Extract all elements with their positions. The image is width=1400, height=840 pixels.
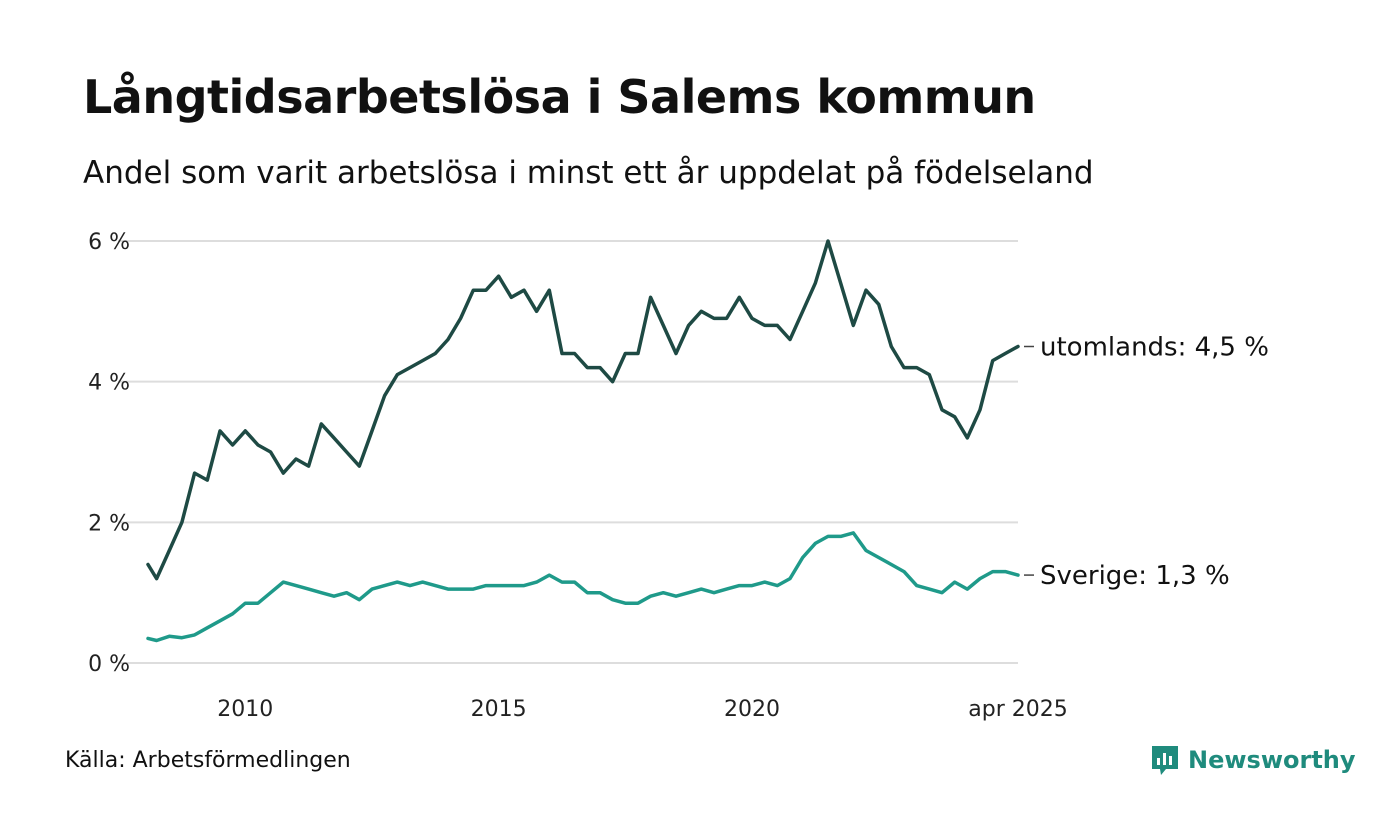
y-tick-label: 6 % <box>88 230 130 255</box>
end-label-utomlands: utomlands: 4,5 % <box>1040 333 1269 363</box>
x-tick-label: 2015 <box>471 697 527 722</box>
x-tick-label: 2020 <box>724 697 780 722</box>
chart-title: Långtidsarbetslösa i Salems kommun <box>83 70 1036 124</box>
y-tick-label: 0 % <box>88 652 130 677</box>
end-label-sverige: Sverige: 1,3 % <box>1040 561 1230 591</box>
source-note: Källa: Arbetsförmedlingen <box>65 748 351 773</box>
series-line-utomlands <box>146 239 1020 581</box>
newsworthy-logo-icon <box>1152 746 1178 775</box>
y-tick-label: 4 % <box>88 371 130 396</box>
series-line-sverige <box>146 531 1020 643</box>
chart-subtitle: Andel som varit arbetslösa i minst ett å… <box>83 155 1094 191</box>
x-tick-label: 2010 <box>217 697 273 722</box>
x-tick-label: apr 2025 <box>968 697 1067 722</box>
brand-name: Newsworthy <box>1188 746 1356 774</box>
y-tick-label: 2 % <box>88 511 130 536</box>
brand-logo: Newsworthy <box>1150 743 1356 777</box>
